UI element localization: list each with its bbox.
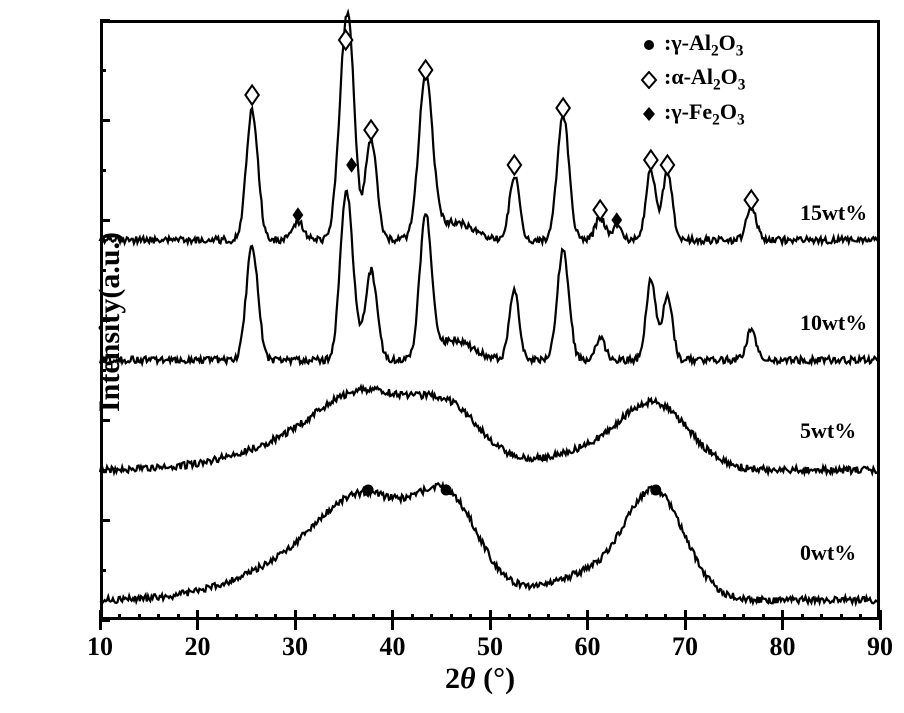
legend-row: :α-Al2O3: [640, 64, 745, 94]
legend-marker-icon: [640, 36, 658, 54]
filled-diamond-marker: [346, 157, 357, 172]
open-diamond-marker: [644, 150, 657, 169]
trace-5wt%: [100, 387, 879, 474]
series-label: 15wt%: [800, 200, 867, 226]
legend-label: :γ-Al2O3: [664, 30, 743, 60]
open-diamond-marker: [745, 190, 758, 209]
filled-circle-marker: [363, 485, 374, 496]
legend: :γ-Al2O3 :α-Al2O3 :γ-Fe2O3: [640, 30, 745, 133]
series-label: 0wt%: [800, 540, 856, 566]
series-label: 10wt%: [800, 310, 867, 336]
legend-marker-icon: [640, 71, 658, 89]
open-diamond-marker: [661, 155, 674, 174]
open-diamond-marker: [419, 60, 432, 79]
legend-marker-icon: [640, 105, 658, 123]
trace-15wt%: [100, 13, 879, 244]
filled-circle-marker: [650, 485, 661, 496]
series-label: 5wt%: [800, 418, 856, 444]
legend-label: :γ-Fe2O3: [664, 99, 745, 129]
open-diamond-marker: [556, 98, 569, 117]
open-diamond-marker: [508, 155, 521, 174]
filled-circle-marker: [441, 485, 452, 496]
open-diamond-marker: [364, 120, 377, 139]
legend-label: :α-Al2O3: [664, 64, 745, 94]
legend-row: :γ-Fe2O3: [640, 99, 745, 129]
open-diamond-marker: [593, 200, 606, 219]
xrd-traces: [0, 0, 904, 713]
legend-row: :γ-Al2O3: [640, 30, 745, 60]
trace-10wt%: [100, 191, 879, 364]
open-diamond-marker: [245, 85, 258, 104]
filled-diamond-marker: [611, 212, 622, 227]
trace-0wt%: [100, 483, 879, 603]
